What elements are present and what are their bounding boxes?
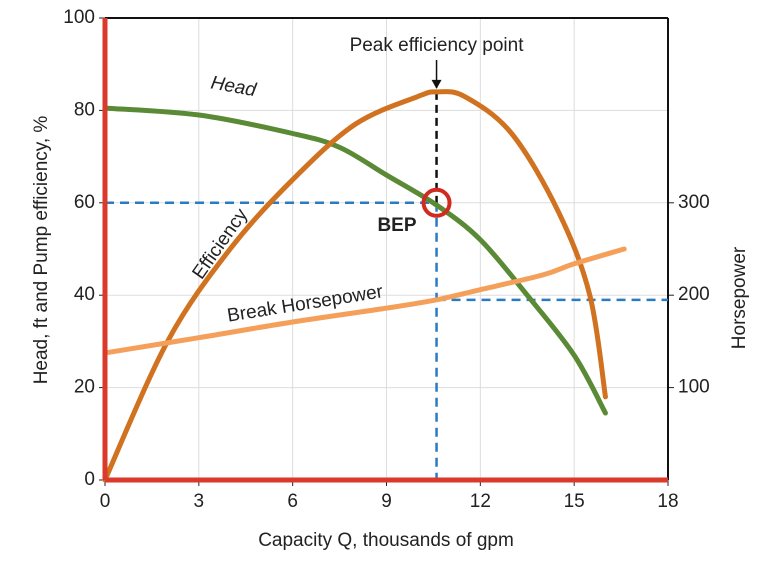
- y2-tick-label: 100: [678, 377, 710, 398]
- y-tick-label: 100: [63, 7, 95, 28]
- y-tick-label: 40: [74, 284, 95, 305]
- y2-tick-label: 300: [678, 192, 710, 213]
- x-tick-label: 18: [657, 491, 678, 512]
- x-tick-label: 0: [100, 491, 111, 512]
- series-label: Efficiency: [189, 205, 253, 284]
- y-axis-label: Head, ft and Pump efficiency, %: [31, 116, 52, 385]
- series-label: Head: [209, 73, 259, 102]
- x-tick-label: 9: [381, 491, 392, 512]
- peak-arrowhead: [431, 79, 442, 89]
- series-line: [102, 89, 608, 483]
- bep-marker: [421, 187, 452, 218]
- x-axis-label: Capacity Q, thousands of gpm: [258, 530, 514, 551]
- x-tick-label: 15: [564, 491, 585, 512]
- series-line: [102, 246, 627, 356]
- y-tick-label: 20: [74, 377, 95, 398]
- peak-label: Peak efficiency point: [350, 35, 525, 56]
- series-line: [102, 105, 608, 416]
- x-tick-label: 3: [194, 491, 205, 512]
- x-tick-label: 12: [470, 491, 491, 512]
- y-tick-label: 80: [74, 99, 95, 120]
- y2-axis-label: Horsepower: [729, 246, 750, 349]
- bep-label: BEP: [377, 215, 416, 236]
- y-tick-label: 60: [74, 192, 95, 213]
- x-tick-label: 6: [287, 491, 298, 512]
- y2-tick-label: 200: [678, 284, 710, 305]
- y-tick-label: 0: [84, 469, 95, 490]
